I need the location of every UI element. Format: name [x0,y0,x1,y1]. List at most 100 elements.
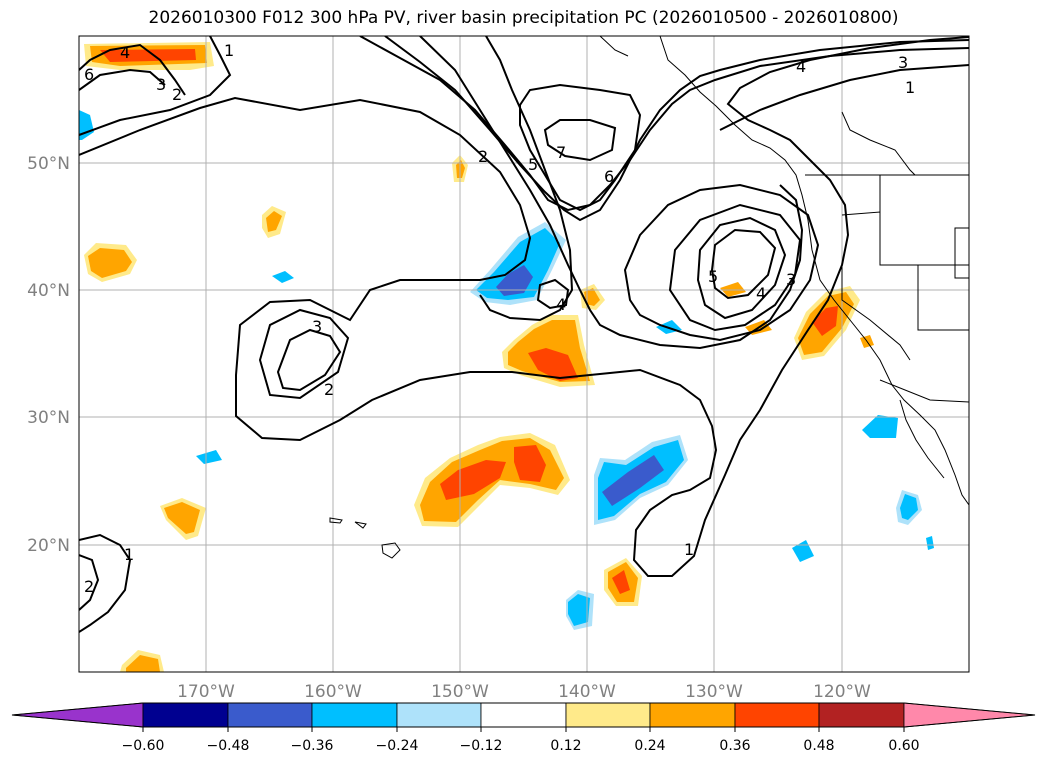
colorbar-tick-label: 0.48 [803,738,834,754]
pv-contour [719,64,969,131]
colorbar-segment [227,702,313,728]
precip-negative-area [79,110,94,140]
border [841,111,916,176]
island [329,517,343,524]
coastlines [329,36,969,559]
pv-contour [79,43,186,96]
colorbar-segment [565,702,651,728]
pv-contour [696,216,787,320]
colorbar-segment [311,702,398,728]
contour-label: 3 [786,270,796,289]
contour-label: 3 [156,75,166,94]
contour-label: 6 [84,65,94,84]
island [354,521,367,529]
precip-negative-area [602,455,664,506]
precip-negative-area [476,228,560,300]
latitude-labels: 50°N 40°N 30°N 20°N [27,154,70,556]
pv-contour [543,119,617,162]
precip-negative-area [196,450,222,464]
contour-label: 3 [898,53,908,72]
pv-contour [79,554,100,611]
lon-label: 130°W [685,682,743,702]
border [954,227,969,279]
contour-label: 5 [528,155,538,174]
contour-label: 2 [324,380,334,399]
precip-positive-area [514,445,546,482]
colorbar-segment [818,702,905,728]
pv-contour [419,36,804,350]
contour-label: 1 [124,545,134,564]
lat-label: 50°N [27,154,70,174]
pv-contour [276,328,342,392]
contour-label: 5 [708,267,718,286]
pv-contour [519,83,642,212]
contour-label: 4 [120,43,130,62]
colorbar-tick-label: 0.36 [719,738,750,754]
pv-contour [623,183,820,342]
border [841,211,969,266]
contour-label: 3 [312,317,322,336]
colorbar-tick-label: −0.36 [291,738,334,754]
border [917,265,969,331]
lat-label: 40°N [27,281,70,301]
contour-label: 4 [756,284,766,303]
contour-label: 2 [478,147,488,166]
precip-positive-area [440,460,506,500]
pv-contour [359,36,969,212]
precip-positive-area [812,306,838,336]
lon-label: 150°W [431,682,489,702]
colorbar-segment [142,702,229,728]
precip-negative-area [900,494,918,520]
coastline [599,36,629,57]
lon-label: 170°W [177,682,235,702]
graticule [79,36,969,672]
pv-contour [668,203,802,332]
colorbar-tick-label: 0.60 [888,738,919,754]
colorbar-tick-label: −0.12 [460,738,503,754]
precip-positive-area [266,211,282,232]
coastline [659,36,969,506]
precip-positive-area [164,502,200,534]
island [381,542,401,559]
colorbar-extend-low [11,702,144,728]
colorbar-segment [480,702,567,728]
precip-positive-area [126,655,160,672]
colorbar-tick-label: −0.48 [207,738,250,754]
pv-contours [79,36,969,633]
pv-contour [710,228,777,300]
precip-negative-area [496,265,533,296]
contour-label: 4 [796,57,806,76]
border [841,265,911,361]
contour-label: 4 [556,295,566,314]
pv-contour [258,308,350,400]
contour-label: 1 [905,78,915,97]
pv-contour [79,68,166,91]
colorbar-tick-label: −0.24 [376,738,419,754]
precipitation-shading [79,42,934,672]
colorbar-segment [649,702,736,728]
pv-contour [479,36,574,322]
pv-contour [384,36,969,222]
precip-positive-area [88,248,132,278]
lon-label: 160°W [304,682,362,702]
contour-label: 2 [172,85,182,104]
colorbar-tick-label: 0.24 [634,738,665,754]
pv-contour [536,278,570,310]
colorbar-tick-marks [142,727,905,732]
lon-label: 140°W [558,682,616,702]
precip-negative-area [272,271,294,283]
contour-label: 6 [604,167,614,186]
precip-negative-area [568,594,590,626]
pv-contour [79,36,969,577]
contour-label: 7 [556,143,566,162]
colorbar-segment [396,702,482,728]
border [879,379,969,403]
precip-positive-area [528,348,578,381]
colorbar-tick-label: −0.60 [122,738,165,754]
precip-negative-area [926,536,934,550]
map-title: 2026010300 F012 300 hPa PV, river basin … [148,8,899,28]
precip-positive-area [612,570,630,594]
lon-label: 120°W [813,682,871,702]
contour-label: 1 [224,41,234,60]
